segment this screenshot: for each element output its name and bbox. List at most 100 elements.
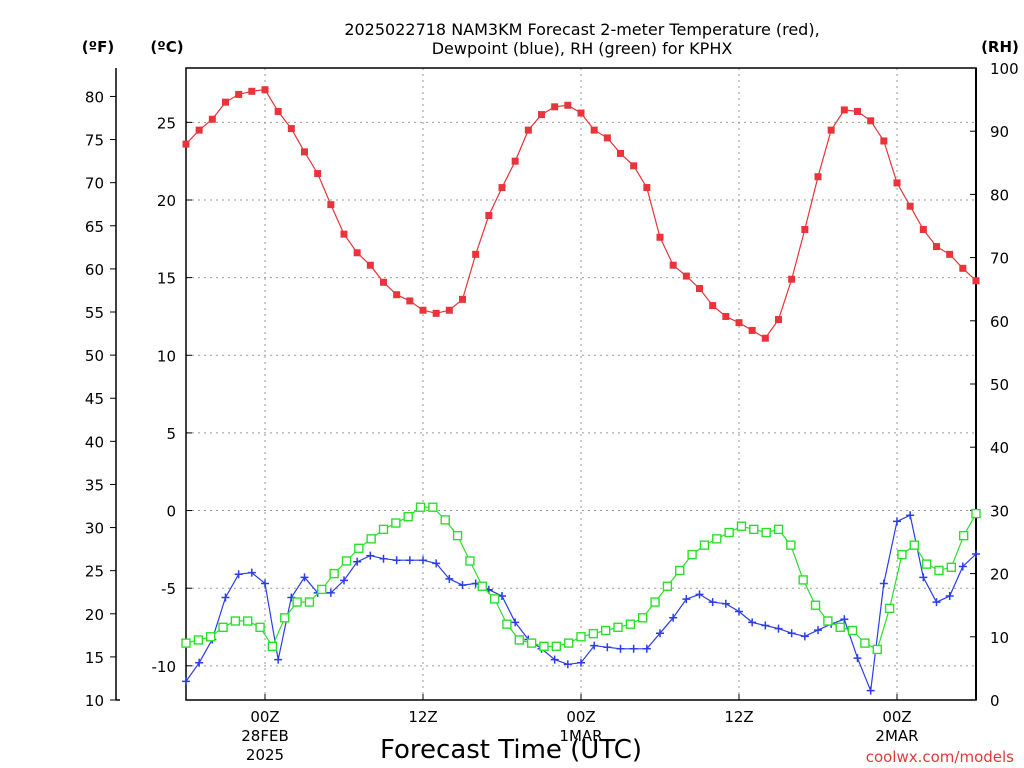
fahrenheit-tick-label: 50 bbox=[85, 347, 104, 365]
2-meter-temperature-point bbox=[551, 103, 559, 111]
rh-point bbox=[724, 527, 734, 538]
fahrenheit-tick-label: 60 bbox=[85, 261, 104, 279]
2-meter-temperature-point bbox=[919, 225, 927, 233]
dewpoint-point bbox=[761, 621, 770, 630]
celsius-tick-label: -10 bbox=[152, 658, 177, 676]
celsius-unit-label: (ºC) bbox=[150, 38, 183, 56]
dewpoint-point bbox=[445, 574, 454, 583]
dewpoint-point bbox=[300, 573, 309, 582]
2-meter-temperature-point bbox=[748, 326, 756, 334]
rh-point bbox=[317, 584, 327, 595]
2-meter-temperature-point bbox=[788, 275, 796, 283]
dewpoint-point bbox=[590, 641, 599, 650]
rh-point bbox=[193, 635, 204, 645]
rh-point bbox=[662, 581, 673, 591]
dewpoint-point bbox=[274, 655, 283, 664]
2-meter-temperature-point bbox=[222, 98, 229, 106]
rh-point bbox=[539, 641, 549, 651]
rh-point bbox=[551, 641, 562, 651]
2-meter-temperature-point bbox=[630, 162, 638, 170]
2-meter-temperature-point bbox=[261, 86, 269, 94]
2-meter-temperature-point bbox=[840, 106, 848, 114]
rh-point bbox=[810, 600, 821, 610]
rh-point bbox=[786, 540, 796, 550]
rh-point bbox=[280, 613, 290, 623]
x-tick-label: 00Z bbox=[566, 708, 595, 726]
dewpoint-point bbox=[669, 613, 678, 622]
rh-point bbox=[304, 597, 315, 607]
dewpoint-point bbox=[932, 598, 941, 607]
2-meter-temperature-point bbox=[959, 264, 967, 272]
rh-point bbox=[576, 632, 586, 642]
2-meter-temperature-point bbox=[577, 109, 585, 117]
rh-tick-label: 60 bbox=[990, 313, 1009, 331]
2-meter-temperature-point bbox=[643, 184, 651, 192]
fahrenheit-tick-label: 75 bbox=[85, 132, 104, 150]
2-meter-temperature-point bbox=[524, 126, 532, 134]
2-meter-temperature-point bbox=[248, 87, 256, 95]
2-meter-temperature-point bbox=[854, 107, 861, 115]
rh-point bbox=[526, 638, 537, 648]
dewpoint-point bbox=[735, 607, 743, 616]
series bbox=[181, 86, 981, 695]
dewpoint-point bbox=[893, 517, 901, 526]
x-axis-title: Forecast Time (UTC) bbox=[380, 735, 642, 765]
rh-point bbox=[798, 575, 808, 585]
dewpoint-point bbox=[774, 624, 783, 633]
dewpoint-point bbox=[656, 629, 664, 638]
rh-point bbox=[934, 565, 944, 576]
dewpoint-point bbox=[748, 618, 757, 627]
chart-title-line1: 2025022718 NAM3KM Forecast 2-meter Tempe… bbox=[344, 20, 819, 39]
2-meter-temperature-point bbox=[933, 243, 940, 251]
dewpoint-point bbox=[919, 573, 928, 582]
rh-tick-label: 90 bbox=[990, 123, 1009, 141]
rh-point bbox=[255, 622, 265, 633]
x-tick-label: 00Z bbox=[250, 708, 279, 726]
x-tick-label: 12Z bbox=[724, 708, 753, 726]
2-meter-temperature-point bbox=[682, 272, 690, 280]
fahrenheit-tick-label: 55 bbox=[85, 304, 104, 322]
rh-point bbox=[872, 644, 882, 655]
2-meter-temperature-point bbox=[301, 148, 308, 156]
2-meter-temperature-point bbox=[617, 149, 624, 157]
dewpoint-point bbox=[498, 591, 506, 600]
rh-point bbox=[563, 638, 574, 648]
2-meter-temperature-point bbox=[353, 249, 361, 257]
dewpoint-point bbox=[787, 629, 796, 638]
celsius-tick-label: 25 bbox=[157, 114, 176, 132]
rh-point bbox=[909, 540, 919, 550]
dewpoint-point bbox=[642, 644, 651, 653]
rh-point bbox=[489, 594, 500, 604]
x-tick-label: 00Z bbox=[882, 708, 911, 726]
dewpoint-point bbox=[800, 632, 809, 641]
2-meter-temperature-point bbox=[735, 319, 743, 327]
x-tick-label: 12Z bbox=[408, 708, 437, 726]
rh-point bbox=[650, 597, 660, 607]
rh-point bbox=[205, 632, 216, 642]
rh-point bbox=[267, 641, 278, 651]
rh-tick-label: 80 bbox=[990, 186, 1009, 204]
dewpoint-point bbox=[261, 579, 269, 588]
2-meter-temperature-point bbox=[393, 291, 401, 299]
x-tick-date-label: 1MAR bbox=[559, 727, 602, 745]
2-meter-temperature-point bbox=[827, 126, 835, 134]
2-meter-temperature-point bbox=[511, 157, 519, 165]
rh-point bbox=[465, 556, 475, 566]
rh-point bbox=[181, 638, 191, 648]
dewpoint-point bbox=[419, 556, 427, 565]
rh-point bbox=[687, 549, 697, 560]
dewpoint-point bbox=[616, 644, 625, 653]
2-meter-temperature-point bbox=[880, 137, 888, 145]
dewpoint-point bbox=[511, 618, 520, 627]
2-meter-temperature-point bbox=[867, 117, 875, 125]
plot-frame bbox=[185, 67, 977, 701]
axis-ticks: 2520151050-5-108075706560555045403530252… bbox=[85, 60, 1019, 764]
rh-tick-label: 40 bbox=[990, 439, 1009, 457]
dewpoint-point bbox=[379, 554, 388, 563]
dewpoint-point bbox=[958, 562, 967, 571]
rh-point bbox=[736, 521, 747, 531]
dewpoint-point bbox=[972, 550, 980, 559]
2-meter-temperature-point bbox=[380, 278, 387, 286]
2-meter-temperature-point bbox=[327, 201, 335, 209]
